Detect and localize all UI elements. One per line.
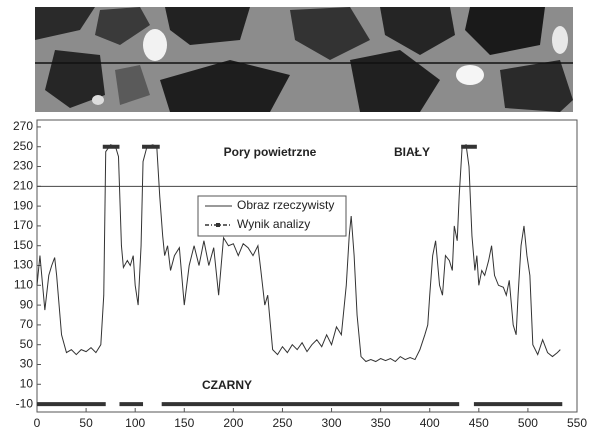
legend-marker (216, 223, 220, 227)
y-tick-label: 30 (20, 357, 34, 371)
y-tick-label: 130 (13, 258, 33, 272)
x-tick-label: 0 (34, 416, 41, 430)
annotation: BIAŁY (394, 145, 430, 159)
data-line (37, 145, 560, 362)
y-tick-label: 150 (13, 238, 33, 252)
y-tick-label: 170 (13, 218, 33, 232)
y-tick-label: 70 (20, 317, 34, 331)
figure: -10 10 30 50 70 90 110 130 150 170 190 210 230 250 270… (0, 0, 601, 433)
y-tick-label: 230 (13, 159, 33, 173)
y-tick-label: 110 (14, 277, 33, 291)
x-tick-label: 450 (469, 416, 489, 430)
microscope-image (35, 7, 573, 112)
x-tick-label: 150 (174, 416, 194, 430)
y-tick-label: 210 (13, 178, 33, 192)
y-tick-label: 190 (13, 198, 33, 212)
x-tick-label: 500 (518, 416, 538, 430)
y-tick-label: 10 (20, 376, 34, 390)
y-tick-label: 50 (20, 337, 34, 351)
page: {"chart_data": {"type": "line", "annotat… (0, 0, 601, 433)
y-tick-label: 270 (13, 119, 33, 133)
x-tick-label: 400 (420, 416, 440, 430)
x-tick-label: 250 (272, 416, 292, 430)
x-tick-label: 100 (125, 416, 145, 430)
x-tick-label: 550 (567, 416, 587, 430)
plot-frame (37, 120, 577, 412)
x-tick-label: 350 (371, 416, 391, 430)
legend-label: Wynik analizy (237, 217, 310, 231)
y-tick-label: -10 (16, 396, 34, 410)
legend-label: Obraz rzeczywisty (237, 198, 334, 212)
y-tick-label: 250 (13, 139, 33, 153)
x-tick-label: 300 (322, 416, 342, 430)
annotation: CZARNY (202, 378, 252, 392)
y-tick-label: 90 (20, 297, 34, 311)
x-tick-label: 200 (223, 416, 243, 430)
x-tick-label: 50 (79, 416, 93, 430)
annotation: Pory powietrzne (224, 145, 317, 159)
